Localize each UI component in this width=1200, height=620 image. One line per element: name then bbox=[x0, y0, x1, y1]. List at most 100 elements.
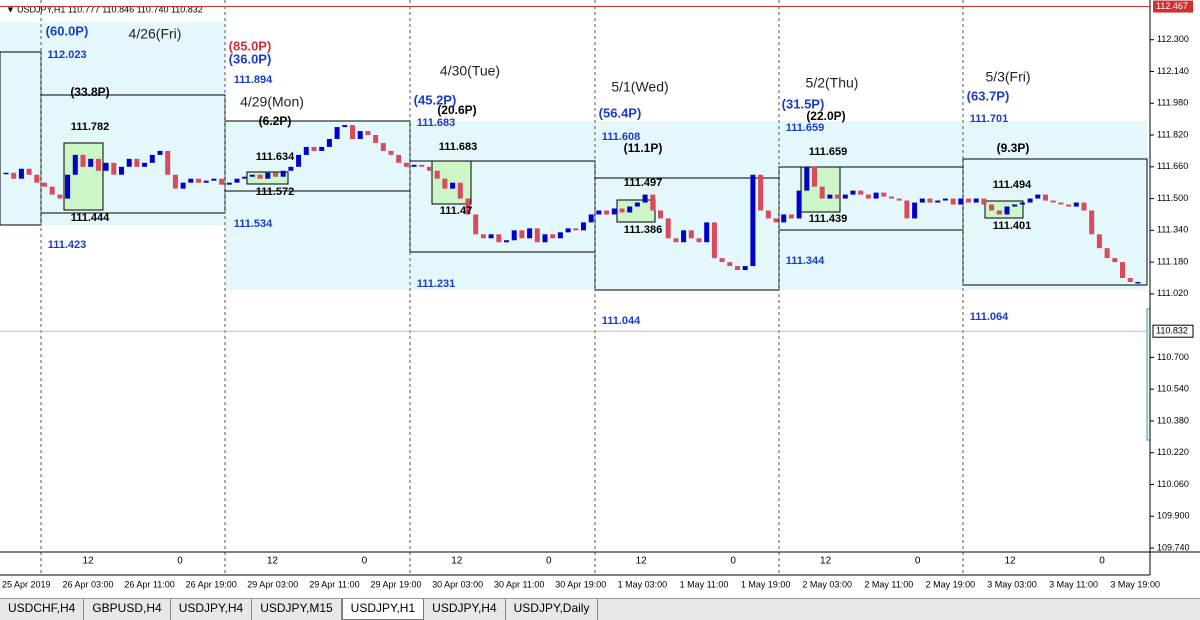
candle bbox=[557, 232, 563, 239]
x-tick-label: 2 May 03:00 bbox=[802, 579, 852, 589]
candle bbox=[288, 166, 294, 171]
candle bbox=[735, 266, 740, 271]
hour-label: 0 bbox=[362, 556, 368, 567]
chart-tab[interactable]: USDCHF,H4 bbox=[0, 599, 85, 620]
chart-tab[interactable]: USDJPY,M15 bbox=[252, 599, 342, 620]
candle bbox=[257, 174, 263, 179]
annotation: (31.5P) bbox=[782, 96, 825, 111]
candle bbox=[388, 150, 394, 155]
chart-tab[interactable]: USDJPY,H1 bbox=[341, 599, 425, 620]
candle bbox=[835, 194, 841, 199]
candle bbox=[1073, 202, 1079, 207]
candle bbox=[1004, 206, 1010, 215]
annotation: (11.1P) bbox=[624, 141, 663, 155]
chart-tab[interactable]: USDJPY,H4 bbox=[424, 599, 506, 620]
x-tick-label: 3 May 03:00 bbox=[987, 579, 1037, 589]
candle bbox=[665, 218, 671, 239]
candle bbox=[265, 172, 271, 179]
candle bbox=[180, 182, 186, 189]
x-tick-label: 26 Apr 03:00 bbox=[62, 579, 113, 589]
annotation: 112.023 bbox=[47, 49, 86, 61]
candle bbox=[781, 214, 787, 223]
candle bbox=[519, 230, 525, 239]
annotation: 111.608 bbox=[602, 131, 641, 143]
annotation: 111.683 bbox=[439, 141, 478, 153]
candle bbox=[565, 228, 571, 233]
candle bbox=[896, 198, 902, 201]
x-tick-label: 3 May 11:00 bbox=[1049, 579, 1098, 589]
annotation: 111.494 bbox=[993, 179, 1032, 191]
candle bbox=[65, 174, 71, 199]
candle bbox=[3, 172, 9, 175]
candle bbox=[219, 178, 225, 185]
candle bbox=[604, 210, 610, 215]
candle bbox=[334, 127, 340, 139]
candle bbox=[427, 166, 432, 171]
y-tick-label: 110.220 bbox=[1157, 447, 1189, 457]
candle bbox=[858, 190, 864, 195]
y-tick-label: 111.500 bbox=[1157, 193, 1188, 203]
candle bbox=[881, 192, 887, 197]
candle bbox=[319, 146, 325, 151]
candle bbox=[619, 208, 625, 213]
candle bbox=[49, 186, 55, 195]
candle bbox=[242, 176, 248, 179]
candle bbox=[480, 234, 486, 239]
candle bbox=[457, 182, 463, 199]
candle bbox=[727, 262, 733, 267]
annotation: 111.659 bbox=[786, 122, 825, 134]
annotation: (36.0P) bbox=[229, 51, 272, 66]
candle bbox=[981, 198, 987, 205]
candle bbox=[172, 174, 178, 189]
annotation: 4/26(Fri) bbox=[129, 26, 182, 42]
hour-label: 0 bbox=[177, 556, 183, 567]
candle bbox=[473, 214, 479, 235]
session-box bbox=[63, 142, 104, 211]
candle bbox=[588, 214, 594, 223]
candle bbox=[958, 198, 964, 205]
candle bbox=[850, 190, 856, 195]
hour-label: 12 bbox=[451, 556, 463, 567]
annotation: (85.0P) bbox=[229, 38, 272, 53]
chart-tab[interactable]: GBPUSD,H4 bbox=[84, 599, 171, 620]
candle bbox=[989, 204, 995, 211]
candle bbox=[1127, 277, 1133, 282]
candle bbox=[165, 150, 171, 175]
candle bbox=[18, 168, 24, 179]
candle bbox=[904, 200, 910, 219]
x-tick-label: 2 May 11:00 bbox=[864, 579, 913, 589]
candle bbox=[1043, 194, 1048, 201]
candle bbox=[996, 210, 1002, 215]
candle bbox=[742, 266, 748, 271]
candle bbox=[42, 182, 47, 187]
candle bbox=[827, 194, 833, 199]
candle bbox=[1027, 198, 1033, 203]
candle bbox=[11, 172, 17, 179]
hour-label: 0 bbox=[546, 556, 552, 567]
candle bbox=[273, 172, 278, 177]
annotation: 4/30(Tue) bbox=[440, 63, 500, 79]
candle bbox=[465, 198, 471, 215]
chart-tab[interactable]: USDJPY,H4 bbox=[171, 599, 253, 620]
candle bbox=[812, 166, 817, 187]
annotation: (45.2P) bbox=[414, 92, 457, 107]
candle bbox=[889, 196, 894, 199]
candle bbox=[188, 178, 194, 183]
price-box bbox=[1152, 324, 1194, 338]
hour-label: 12 bbox=[636, 556, 648, 567]
chart: ▼ USDJPY,H1 110.777 110.846 110.740 110.… bbox=[0, 0, 1200, 589]
candle bbox=[658, 210, 663, 219]
annotation: 5/1(Wed) bbox=[611, 79, 668, 95]
candle bbox=[642, 194, 648, 203]
x-tick-label: 30 Apr 03:00 bbox=[432, 579, 483, 589]
candle bbox=[365, 131, 371, 136]
session-box bbox=[616, 199, 656, 223]
candle bbox=[342, 125, 348, 128]
annotation: (56.4P) bbox=[599, 105, 642, 120]
symbol-arrow: ▼ bbox=[6, 4, 15, 14]
y-tick-label: 111.180 bbox=[1157, 256, 1188, 266]
candle bbox=[796, 190, 802, 219]
chart-tab[interactable]: USDJPY,Daily bbox=[506, 599, 599, 620]
annotation: 111.572 bbox=[256, 186, 295, 198]
